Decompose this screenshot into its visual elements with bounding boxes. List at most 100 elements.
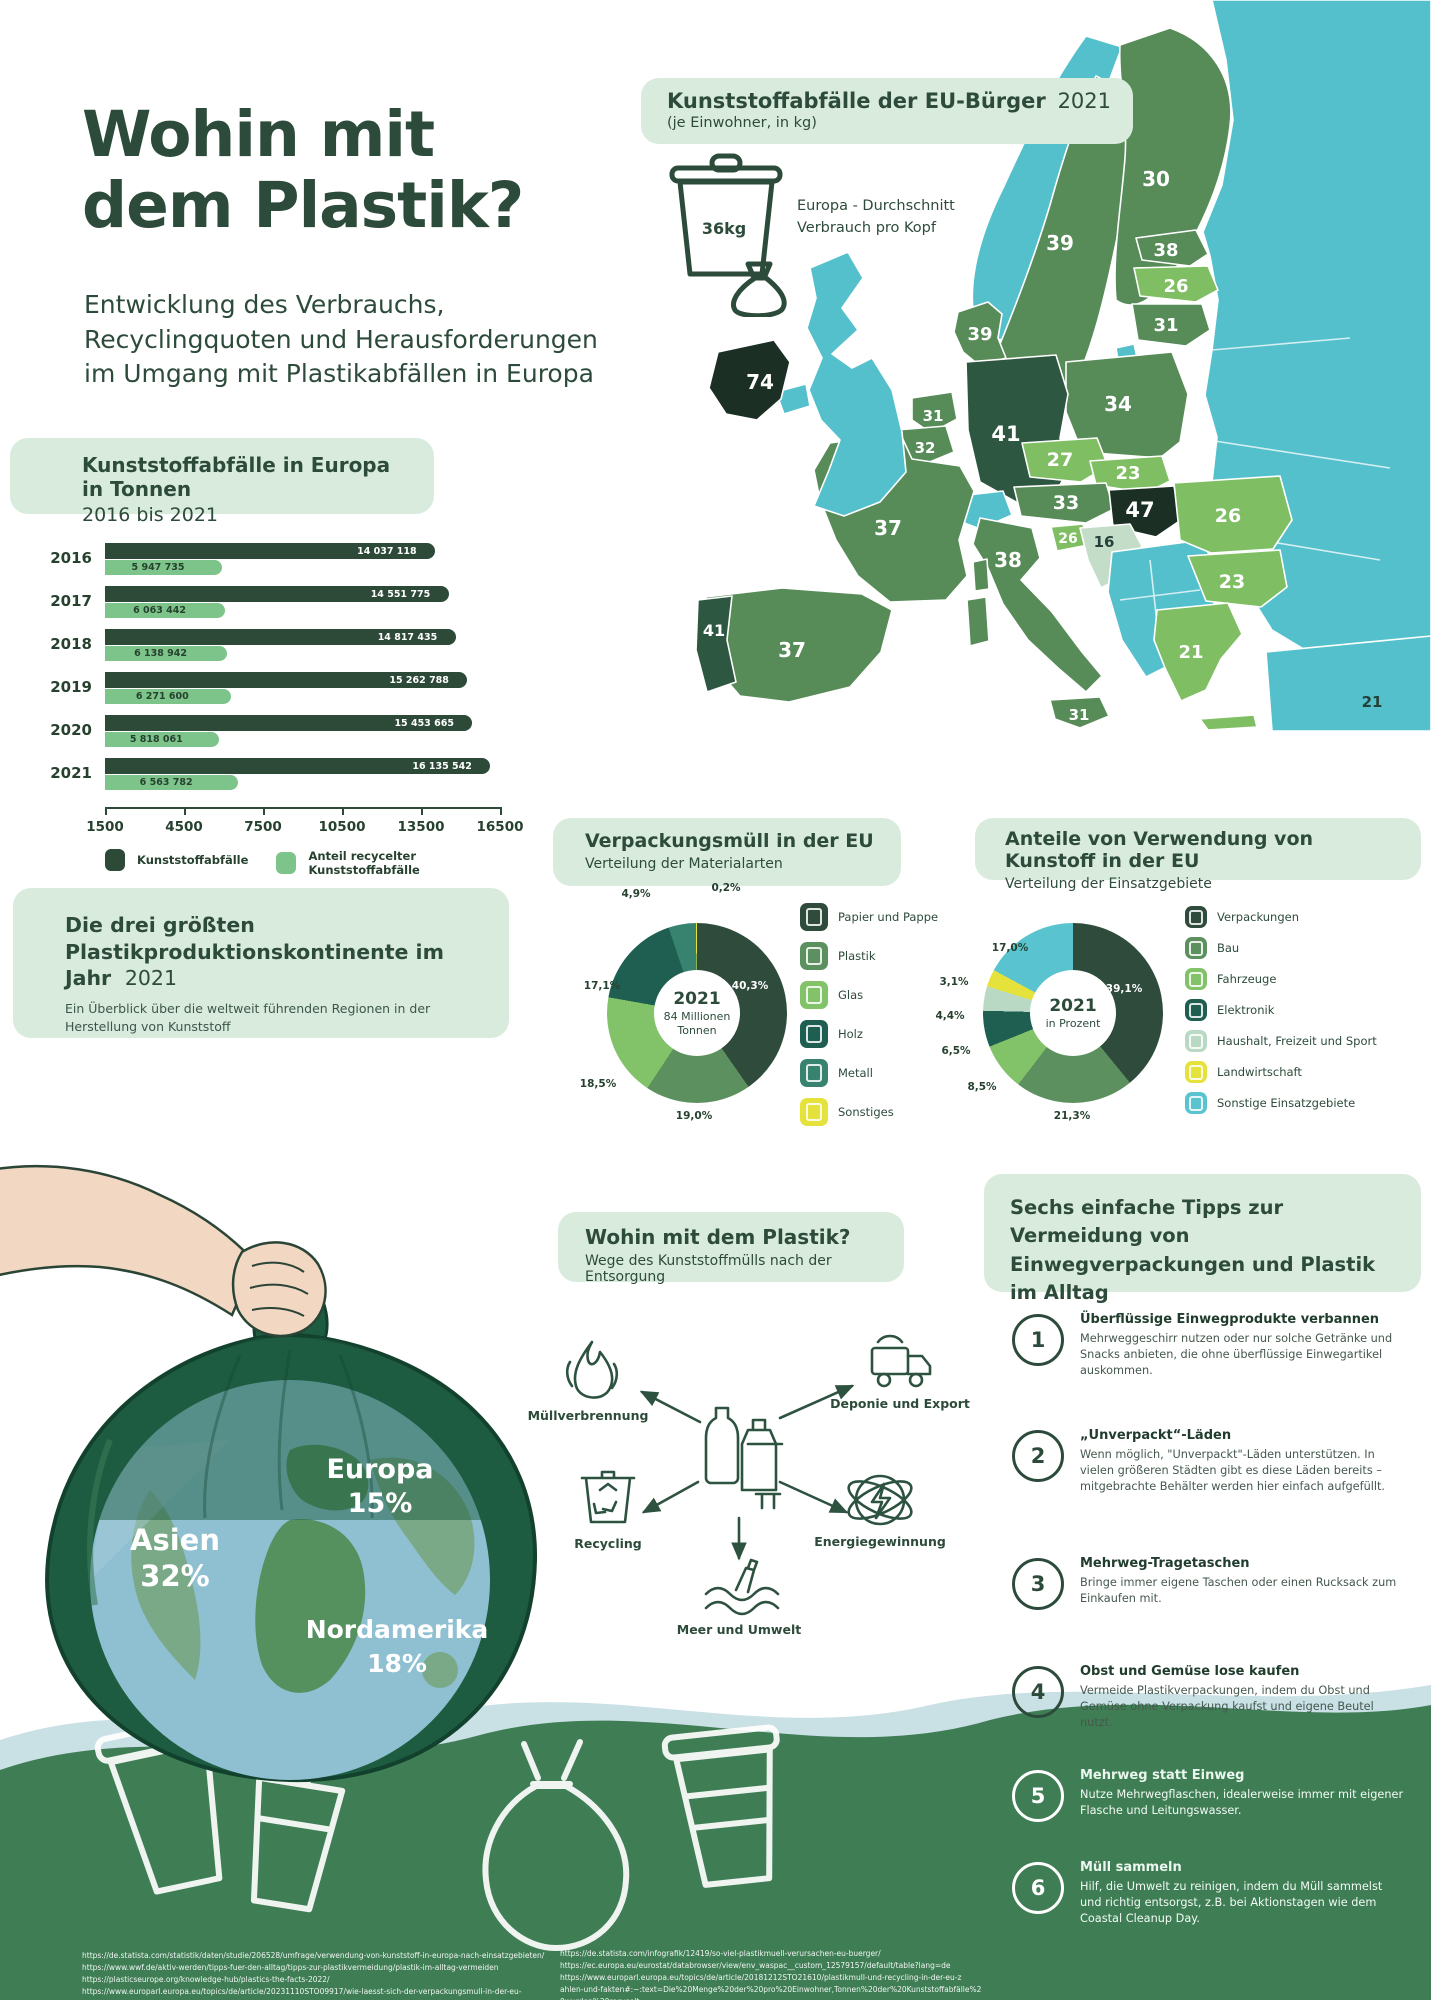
- map-value-Litauen: 31: [1153, 315, 1178, 336]
- svg-text:18%: 18%: [367, 1649, 427, 1678]
- legend-item: Landwirtschaft: [1185, 1061, 1377, 1083]
- map-title: Kunststoffabfälle der EU-Bürger: [667, 89, 1046, 113]
- donut-pct-label: 19,0%: [675, 1110, 713, 1122]
- country-uk-noneu: [806, 251, 907, 517]
- map-value-Rumänien: 26: [1215, 505, 1241, 527]
- map-value-Österreich: 33: [1053, 492, 1079, 514]
- tip-title: Obst und Gemüse lose kaufen: [1080, 1664, 1300, 1679]
- source-link: https://www.europarl.europa.eu/topics/de…: [560, 1973, 962, 1982]
- bar-recycled-value: 6 063 442: [133, 605, 186, 616]
- flow-diagram: Müllverbrennung Deponie und Export Recyc…: [528, 1334, 970, 1637]
- donut-pct-label: 17,0%: [991, 942, 1029, 954]
- legend-swatch-icon: [800, 1059, 828, 1087]
- source-link: https://www.europarl.europa.eu/topics/de…: [82, 1987, 522, 2000]
- map-value-Malta: 31: [1069, 706, 1090, 724]
- legend-item: Elektronik: [1185, 999, 1377, 1021]
- donut-center: 2021 84 Millionen Tonnen: [654, 970, 740, 1056]
- legend-label: Kunststoffabfälle: [137, 852, 249, 867]
- tip-title: Müll sammeln: [1080, 1860, 1182, 1875]
- country-romania: [1173, 475, 1293, 554]
- axis-tick: [342, 807, 344, 815]
- legend-item: Bau: [1185, 937, 1377, 959]
- continents-title: Die drei größten Plastikproduktionskonti…: [65, 913, 444, 991]
- donut-pct-label: 39,1%: [1105, 983, 1143, 995]
- bar-year-label: 2021: [50, 764, 92, 782]
- legend-label: Sonstiges: [838, 1105, 894, 1119]
- donut-center-text: in Prozent: [1045, 1016, 1101, 1030]
- bar-recycled-value: 6 271 600: [135, 691, 189, 702]
- legend-label: Sonstige Einsatzgebiete: [1217, 1096, 1356, 1110]
- country-latvia: [1133, 265, 1219, 303]
- map-value-Lettland: 26: [1163, 276, 1188, 297]
- tip-item-6: 6 Müll sammeln Hilf, die Umwelt zu reini…: [1012, 1860, 1404, 1926]
- average-badge: 36kg: [702, 219, 746, 238]
- country-estonia: [1135, 229, 1209, 267]
- map-value-labels: 74 30 39 39 38 26 31 31 32 41 34 27 23 33 47 26 16 26 23 38…: [703, 167, 1383, 724]
- svg-text:32%: 32%: [140, 1559, 209, 1593]
- map-value-Belgien: 32: [915, 439, 936, 457]
- tip-number: 2: [1012, 1430, 1064, 1482]
- packaging-donut-chart: 2021 84 Millionen Tonnen 40,3% 19,0% 18,5% 17,…: [572, 882, 822, 1138]
- axis-tick: [105, 807, 107, 815]
- source-links-right: https://de.statista.com/infografik/12419…: [560, 1948, 1050, 2000]
- svg-text:Asien: Asien: [130, 1523, 220, 1557]
- bar-total: [105, 543, 436, 559]
- bar-chart-header: Kunststoffabfälle in Europa in Tonnen 20…: [10, 438, 434, 526]
- tip-text: Obst und Gemüse lose kaufen Vermeide Pla…: [1080, 1664, 1404, 1730]
- legend-label: Holz: [838, 1027, 863, 1041]
- bar-recycled: [105, 603, 226, 618]
- trash-bin-icon: 36kg: [669, 153, 787, 317]
- bar-year-label: 2018: [50, 635, 92, 653]
- axis-tick-label: 13500: [397, 819, 445, 835]
- axis-tick-label: 7500: [244, 819, 282, 835]
- legend-swatch: [276, 852, 297, 875]
- sea-environment-icon: [704, 1558, 780, 1616]
- packaging-title: Verpackungsmüll in der EU: [585, 830, 874, 852]
- donut-pct-label: 8,5%: [967, 1081, 997, 1093]
- bar-recycled-value: 5 947 735: [131, 562, 185, 573]
- legend-swatch-icon: [1185, 999, 1207, 1021]
- legend-label: Metall: [838, 1066, 873, 1080]
- packaging-legend: Papier und Pappe Plastik Glas Holz Metal…: [800, 903, 938, 1126]
- bar-total-value: 14 037 118: [357, 546, 417, 557]
- bar-chart: 2016 14 037 118 5 947 735 2017 14 551 775 6 0…: [10, 543, 530, 877]
- legend-swatch-icon: [1185, 1061, 1207, 1083]
- source-link: ahlen-und-fakten#:~:text=Die%20Menge%20d…: [560, 1985, 982, 1994]
- svg-text:Nordamerika: Nordamerika: [306, 1615, 489, 1644]
- usage-panel-header: Anteile von Verwendung von Kunstoff in d…: [975, 818, 1421, 892]
- legend-item: Papier und Pappe: [800, 903, 938, 931]
- island-corsica: [972, 558, 990, 592]
- x-axis: [105, 807, 500, 809]
- legend-swatch-icon: [1185, 968, 1207, 990]
- donut-pct-label: 0,2%: [711, 882, 741, 894]
- island-sardinia: [966, 596, 990, 647]
- island-crete: [1199, 714, 1258, 731]
- trash-bag-icon: [482, 1739, 630, 1951]
- tip-body: Nutze Mehrwegflaschen, idealerweise imme…: [1080, 1788, 1404, 1817]
- legend-label: Haushalt, Freizeit und Sport: [1217, 1034, 1377, 1048]
- tip-number: 5: [1012, 1770, 1064, 1822]
- svg-text:Deponie und Export: Deponie und Export: [830, 1396, 970, 1411]
- legend-label: Papier und Pappe: [838, 910, 939, 924]
- axis-tick-label: 4500: [165, 819, 203, 835]
- tip-item-5: 5 Mehrweg statt Einweg Nutze Mehrwegflas…: [1012, 1768, 1404, 1822]
- country-lithuania: [1131, 303, 1211, 347]
- country-n-ireland-noneu: [775, 383, 811, 415]
- map-value-Bulgarien: 23: [1219, 571, 1245, 593]
- bar-total: [105, 629, 456, 645]
- axis-tick: [263, 807, 265, 815]
- flow-node-labels: Müllverbrennung Deponie und Export Recyc…: [528, 1396, 970, 1637]
- legend-item: Kunststoffabfälle: [105, 849, 248, 871]
- legend-item: Sonstige Einsatzgebiete: [1185, 1092, 1377, 1114]
- tip-item-4: 4 Obst und Gemüse lose kaufen Vermeide P…: [1012, 1664, 1404, 1730]
- svg-text:Europa: Europa: [326, 1454, 433, 1485]
- bar-total: [105, 715, 473, 731]
- map-value-Dänemark: 39: [967, 324, 992, 345]
- page-subtitle: Entwicklung des Verbrauchs, Recyclingquo…: [84, 290, 598, 388]
- map-value-Kroatien: 16: [1094, 533, 1115, 551]
- legend-label: Plastik: [838, 949, 876, 963]
- globe-in-bag-illustration: Europa 15% Asien 32% Nordamerika 18%: [0, 1164, 538, 1783]
- bar-total-value: 15 453 665: [394, 718, 454, 729]
- map-value-Slowenien: 26: [1058, 531, 1077, 547]
- tip-body: Vermeide Plastikverpackungen, indem du O…: [1080, 1684, 1374, 1729]
